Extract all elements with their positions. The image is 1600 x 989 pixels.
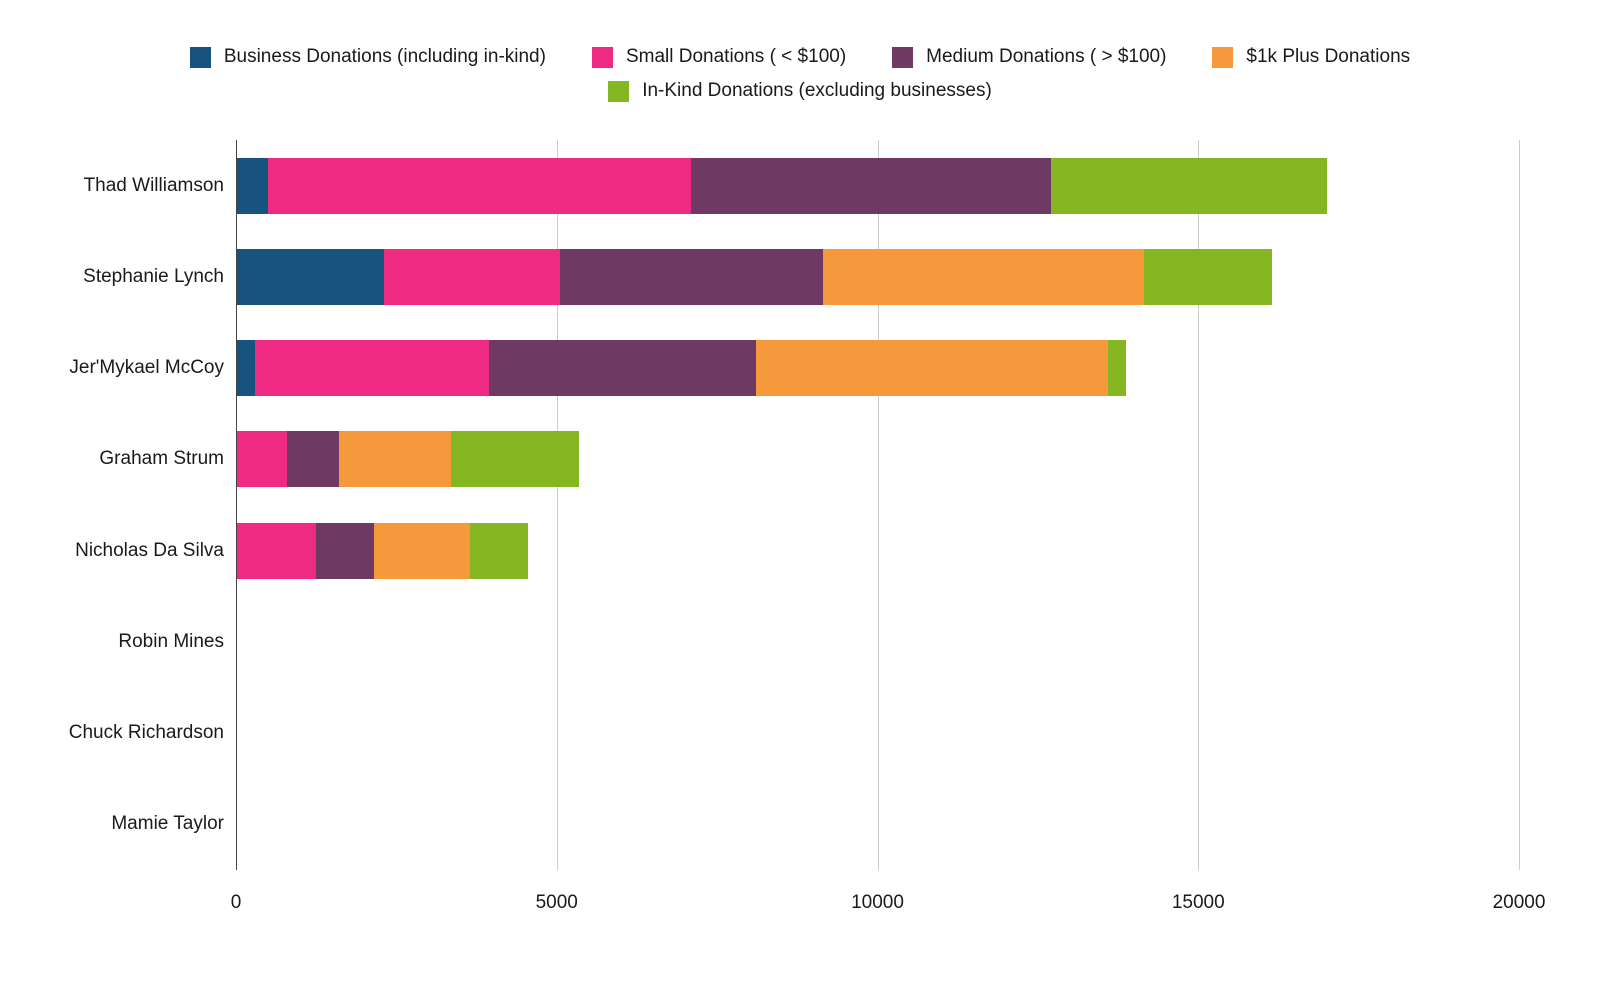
x-tick-label: 5000 (535, 892, 578, 913)
value-axis-labels: 0 5000 10000 15000 20000 (231, 884, 1546, 924)
bar-segment[interactable] (316, 522, 374, 579)
bar-segment[interactable] (450, 431, 580, 488)
gridline (556, 140, 558, 870)
bar-segment[interactable] (268, 157, 692, 214)
category-label: Nicholas Da Silva (75, 539, 224, 561)
legend-item-label: Small Donations ( < $100) (625, 46, 847, 67)
stacked-bar (236, 431, 1519, 488)
x-tick-label: 10000 (851, 892, 904, 913)
bar-segment[interactable] (236, 248, 384, 305)
category-label: Jer'Mykael McCoy (69, 357, 224, 379)
bar-segment[interactable] (383, 248, 560, 305)
legend-item-label: Business Donations (including in-kind) (223, 46, 546, 67)
x-tick-label: 0 (230, 892, 242, 913)
legend-item-label: In-Kind Donations (excluding businesses) (642, 80, 992, 101)
stacked-bar (236, 248, 1519, 305)
category-label: Thad Williamson (83, 174, 224, 196)
legend-color-swatch (1212, 46, 1234, 68)
bar-segment[interactable] (236, 340, 256, 397)
bar-segment[interactable] (822, 248, 1144, 305)
y-axis-line (236, 140, 237, 870)
category-label: Robin Mines (118, 630, 224, 652)
bar-segment[interactable] (338, 431, 451, 488)
legend-item: In-Kind Donations (excluding businesses) (608, 80, 992, 102)
bar-segment[interactable] (1108, 340, 1127, 397)
category-label: Chuck Richardson (68, 722, 224, 744)
bar-row (236, 414, 1519, 505)
category-label: Stephanie Lynch (83, 265, 224, 287)
bar-segment[interactable] (1143, 248, 1272, 305)
stacked-bar (236, 796, 1519, 852)
x-tick-label: 15000 (1171, 892, 1225, 913)
gridline (1198, 140, 1200, 870)
bar-segment[interactable] (255, 340, 490, 397)
stacked-bar (236, 705, 1519, 761)
bar-segment[interactable] (287, 431, 339, 488)
x-tick-label: 20000 (1492, 892, 1546, 913)
category-label: Mamie Taylor (111, 813, 224, 835)
bar-segment[interactable] (236, 522, 317, 579)
bar-segment[interactable] (236, 157, 269, 214)
legend-item-label: Medium Donations ( > $100) (926, 46, 1167, 67)
legend-color-swatch (591, 46, 613, 68)
stacked-bar (236, 340, 1519, 397)
bar-row (236, 688, 1519, 779)
bar-row (236, 323, 1519, 414)
bar-segment[interactable] (691, 157, 1051, 214)
legend-item: Small Donations ( < $100) (591, 46, 847, 68)
stacked-bar (236, 157, 1519, 214)
bar-segment[interactable] (489, 340, 756, 397)
stacked-bar-plot-area (236, 140, 1520, 870)
bar-row (236, 505, 1519, 596)
bar-row (236, 596, 1519, 687)
gridline (877, 140, 879, 870)
category-label: Graham Strum (99, 448, 224, 470)
stacked-bar (236, 614, 1519, 670)
stacked-bar (236, 522, 1519, 579)
bar-segment[interactable] (1050, 157, 1327, 214)
legend-item: Business Donations (including in-kind) (189, 46, 546, 68)
bar-row (236, 779, 1519, 870)
bar-segment[interactable] (755, 340, 1109, 397)
gridline (1519, 140, 1520, 870)
bar-segment[interactable] (373, 522, 471, 579)
legend-item: Medium Donations ( > $100) (892, 46, 1166, 68)
bar-row (236, 231, 1519, 322)
legend-color-swatch (189, 46, 211, 68)
chart-legend: Business Donations (including in-kind) Sm… (100, 46, 1500, 102)
legend-item-label: $1k Plus Donations (1246, 46, 1411, 67)
legend-color-swatch (608, 80, 630, 102)
bar-row (236, 140, 1519, 231)
legend-item: $1k Plus Donations (1212, 46, 1410, 68)
bar-segment[interactable] (559, 248, 823, 305)
bar-segment[interactable] (236, 431, 288, 488)
legend-color-swatch (892, 46, 914, 68)
bar-segment[interactable] (470, 522, 528, 579)
